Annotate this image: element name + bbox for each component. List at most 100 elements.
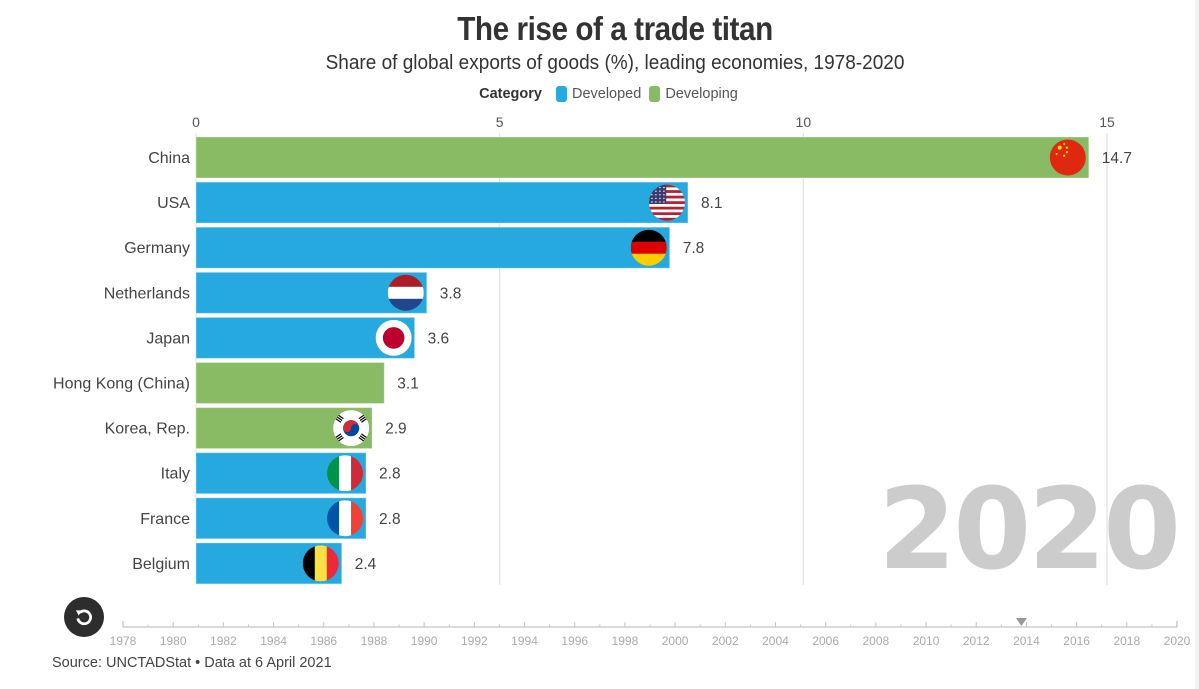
x-tick-label: 15 xyxy=(1099,114,1115,130)
flag-stripe xyxy=(327,455,340,492)
value-label: 7.8 xyxy=(683,240,705,257)
timeline-year-label: 2014 xyxy=(1013,634,1040,648)
timeline-year-label: 1990 xyxy=(411,634,438,648)
flag-star xyxy=(1065,151,1068,154)
flag-taeguk-red xyxy=(343,424,352,433)
flag-star xyxy=(663,190,665,192)
flag-stripe xyxy=(314,545,328,582)
flag-fill xyxy=(387,274,424,311)
replay-icon xyxy=(75,609,92,626)
japan-flag-icon xyxy=(375,319,412,356)
x-tick-label: 10 xyxy=(796,114,812,130)
flag-fill xyxy=(375,319,412,356)
year-watermark: 2020 xyxy=(878,465,1178,595)
bar-row: Belgium 2.4 xyxy=(132,542,377,585)
timeline-year-label: 2016 xyxy=(1063,634,1090,648)
flag-stripe xyxy=(351,455,364,492)
timeline-handle[interactable] xyxy=(1015,618,1027,626)
flag-star xyxy=(1065,146,1068,149)
bar-row: Japan 3.6 xyxy=(146,316,449,359)
category-label: Italy xyxy=(161,466,190,483)
flag-star xyxy=(659,194,661,196)
flag-star xyxy=(655,194,657,196)
bar-row: China 14.7 xyxy=(148,136,1132,179)
flag-star xyxy=(1057,145,1062,150)
timeline-year-label: 1998 xyxy=(612,634,639,648)
timeline-year-label: 1988 xyxy=(361,634,388,648)
flag-stripe xyxy=(648,212,685,216)
category-label: China xyxy=(148,150,190,167)
flag-stripe xyxy=(326,545,339,582)
usa-flag-icon xyxy=(648,184,685,221)
category-label: Hong Kong (China) xyxy=(53,376,190,393)
bar-row: Korea, Rep. 2.9 xyxy=(105,407,407,450)
bar xyxy=(195,136,1090,179)
flag-fill xyxy=(327,500,364,537)
timeline-year-label: 1986 xyxy=(310,634,337,648)
timeline-year-label: 2004 xyxy=(762,634,789,648)
timeline-year-label: 2020 xyxy=(1164,634,1191,648)
bar xyxy=(195,226,671,269)
flag-fill xyxy=(333,410,370,447)
flag-stripe xyxy=(1049,139,1086,176)
italy-flag-icon xyxy=(327,455,364,492)
source-note: Source: UNCTADStat • Data at 6 April 202… xyxy=(52,655,332,671)
value-label: 2.4 xyxy=(355,556,377,573)
timeline-year-label: 2000 xyxy=(662,634,689,648)
flag-star xyxy=(659,186,661,189)
bar-row: Netherlands 3.8 xyxy=(104,271,462,314)
legend-label-developed: Developed xyxy=(571,86,642,102)
france-flag-icon xyxy=(327,500,364,537)
netherlands-flag-icon xyxy=(387,274,424,311)
china-flag-icon xyxy=(1049,139,1086,176)
flag-stripe xyxy=(339,455,352,492)
value-label: 2.9 xyxy=(385,421,407,438)
bar-row: USA 8.1 xyxy=(157,181,723,224)
value-label: 14.7 xyxy=(1102,150,1132,167)
legend-item-developed[interactable]: Developed xyxy=(555,86,642,102)
category-label: Netherlands xyxy=(104,285,190,302)
category-label: Germany xyxy=(124,240,190,257)
flag-fill xyxy=(630,229,667,266)
replay-button[interactable] xyxy=(64,597,104,637)
timeline-year-label: 2010 xyxy=(913,634,940,648)
timeline-year-label: 1982 xyxy=(210,634,237,648)
bar-row: Italy 2.8 xyxy=(161,452,401,495)
timeline-year-label: 1996 xyxy=(561,634,588,648)
value-label: 2.8 xyxy=(379,511,401,528)
flag-stripe xyxy=(648,215,685,219)
bar-row: Germany 7.8 xyxy=(124,226,705,269)
flag-stripe xyxy=(630,241,667,255)
flag-star xyxy=(659,201,661,203)
flag-stripe xyxy=(630,253,667,266)
legend-title: Category xyxy=(479,86,542,102)
legend: Category Developed Developing xyxy=(0,86,1199,102)
flag-star xyxy=(1055,152,1058,155)
flag-fill xyxy=(1049,139,1086,176)
flag-star xyxy=(651,201,653,203)
flag-stripe xyxy=(302,545,316,582)
belgium-flag-icon xyxy=(302,545,339,582)
legend-item-developing[interactable]: Developing xyxy=(649,86,738,102)
flag-stripe xyxy=(630,229,667,243)
timeline-year-label: 1992 xyxy=(461,634,488,648)
legend-swatch-developed xyxy=(555,86,567,102)
flag-stripe xyxy=(339,500,352,537)
frame-edge xyxy=(1195,0,1199,689)
chart-title: The rise of a trade titan xyxy=(457,10,773,47)
flag-star xyxy=(663,197,665,200)
flag-stripe xyxy=(387,286,424,300)
flag-star xyxy=(651,197,653,200)
flag-stripe xyxy=(648,217,685,221)
category-label: USA xyxy=(157,195,190,212)
flag-fill xyxy=(302,545,339,582)
value-label: 3.8 xyxy=(440,285,462,302)
flag-star xyxy=(1063,142,1066,146)
flag-stripe xyxy=(648,206,685,210)
timeline-year-label: 2002 xyxy=(712,634,739,648)
flag-star xyxy=(663,194,665,196)
flag-star xyxy=(655,201,657,203)
x-tick-label: 0 xyxy=(192,114,200,130)
flag-stripe xyxy=(648,201,685,205)
